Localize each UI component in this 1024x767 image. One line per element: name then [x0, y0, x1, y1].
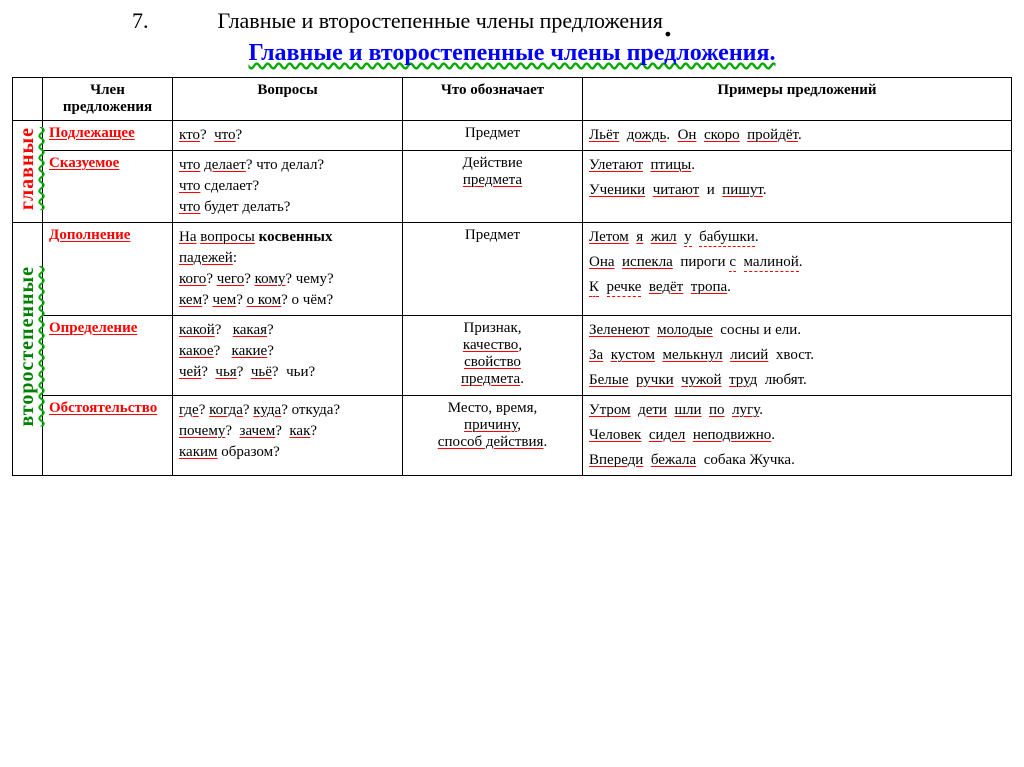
cell-examples: Утром дети шли по лугу. Человек сидел не…: [583, 396, 1012, 476]
cell-member: Сказуемое: [43, 151, 173, 223]
cell-questions: кто? что?: [173, 121, 403, 151]
grammar-table: Член предложения Вопросы Что обозначает …: [12, 77, 1012, 476]
cell-examples: Улетают птицы. Ученики читают и пишут.: [583, 151, 1012, 223]
cell-examples: Льёт дождь. Он скоро пройдёт.: [583, 121, 1012, 151]
header-text: Главные и второстепенные члены предложен…: [218, 8, 663, 33]
cell-examples: Зеленеют молодые сосны и ели. За кустом …: [583, 316, 1012, 396]
row-attribute: Определение какой? какая? какое? какие? …: [13, 316, 1012, 396]
col-questions: Вопросы: [173, 78, 403, 121]
row-adverbial: Обстоятельство где? когда? куда? откуда?…: [13, 396, 1012, 476]
cell-questions: какой? какая? какое? какие? чей? чья? чь…: [173, 316, 403, 396]
cell-member: Определение: [43, 316, 173, 396]
col-examples: Примеры предложений: [583, 78, 1012, 121]
cell-member: Дополнение: [43, 223, 173, 316]
header-number: 7.: [132, 8, 212, 34]
cell-means: Предмет: [403, 121, 583, 151]
group-main: главные: [13, 121, 43, 223]
cell-questions: На вопросы косвенных падежей: кого? чего…: [173, 223, 403, 316]
col-group-blank: [13, 78, 43, 121]
group-secondary: второстепенные: [13, 223, 43, 476]
subtitle: Главные и второстепенные члены предложен…: [12, 40, 1012, 67]
cell-means: Место, время, причину, способ действия.: [403, 396, 583, 476]
row-predicate: Сказуемое что делает? что делал? что сде…: [13, 151, 1012, 223]
page-header: 7. Главные и второстепенные члены предло…: [12, 8, 1012, 34]
col-means: Что обозначает: [403, 78, 583, 121]
cell-examples: Летом я жил у бабушки. Она испекла пирог…: [583, 223, 1012, 316]
cell-questions: что делает? что делал? что сделает? что …: [173, 151, 403, 223]
col-member: Член предложения: [43, 78, 173, 121]
row-object: второстепенные Дополнение На вопросы кос…: [13, 223, 1012, 316]
cell-member: Подлежащее: [43, 121, 173, 151]
row-subject: главные Подлежащее кто? что? Предмет Льё…: [13, 121, 1012, 151]
cell-means: Действие предмета: [403, 151, 583, 223]
cell-questions: где? когда? куда? откуда? почему? зачем?…: [173, 396, 403, 476]
header-dot: .: [663, 0, 673, 45]
cell-means: Предмет: [403, 223, 583, 316]
cell-means: Признак, качество, свойство предмета.: [403, 316, 583, 396]
cell-member: Обстоятельство: [43, 396, 173, 476]
table-header-row: Член предложения Вопросы Что обозначает …: [13, 78, 1012, 121]
